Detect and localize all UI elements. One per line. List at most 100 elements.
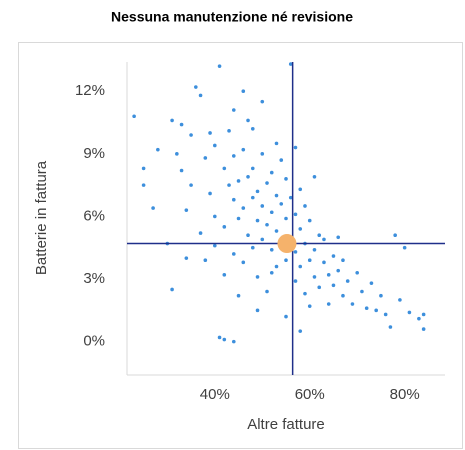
point: [246, 174, 250, 179]
point: [274, 264, 279, 269]
point: [255, 275, 260, 279]
point: [336, 268, 341, 273]
point: [388, 325, 393, 329]
point: [322, 260, 326, 265]
point: [241, 206, 246, 210]
point: [274, 229, 279, 233]
point: [203, 156, 208, 160]
point: [307, 258, 312, 263]
y-tick-label: 9%: [83, 145, 105, 162]
point: [175, 152, 179, 156]
y-tick-label: 6%: [83, 207, 105, 224]
point: [269, 248, 274, 252]
point: [298, 187, 303, 192]
point: [364, 306, 369, 311]
chart-frame: [18, 42, 463, 449]
point: [184, 256, 189, 260]
point: [284, 177, 288, 181]
point: [284, 216, 288, 221]
point: [274, 193, 279, 198]
point: [227, 129, 231, 133]
x-axis-label: Altre fatture: [247, 416, 325, 433]
point: [345, 279, 350, 283]
point: [231, 154, 236, 158]
point: [298, 227, 303, 231]
point: [255, 218, 260, 223]
point: [379, 293, 383, 298]
point: [288, 195, 293, 200]
point: [293, 250, 298, 254]
point: [255, 189, 260, 194]
point: [393, 233, 397, 237]
point: [241, 260, 246, 265]
point: [141, 183, 146, 187]
point: [170, 118, 174, 123]
x-tick-label: 60%: [295, 386, 325, 403]
point: [203, 258, 208, 263]
point: [303, 204, 307, 208]
point: [421, 312, 426, 317]
point: [284, 314, 288, 319]
point: [322, 237, 326, 242]
point: [260, 99, 265, 104]
point: [217, 335, 222, 340]
point: [156, 147, 160, 152]
point: [265, 181, 269, 185]
point: [336, 235, 341, 240]
point: [222, 225, 227, 229]
point: [227, 183, 231, 187]
point: [407, 310, 412, 315]
point: [317, 285, 322, 290]
point: [198, 93, 203, 98]
point: [402, 245, 407, 250]
point: [284, 258, 288, 263]
point: [265, 289, 269, 294]
point: [307, 218, 312, 223]
point: [213, 214, 217, 219]
point: [279, 202, 284, 206]
y-tick-label: 0%: [83, 333, 105, 350]
point: [303, 291, 307, 296]
point: [241, 147, 246, 152]
point: [312, 275, 317, 279]
point: [293, 145, 298, 150]
point: [288, 62, 293, 66]
point: [250, 195, 255, 200]
point: [417, 316, 421, 321]
point: [341, 293, 345, 298]
point: [184, 208, 189, 212]
point: [151, 206, 155, 210]
point: [217, 64, 222, 68]
point: [265, 222, 269, 227]
point: [246, 118, 250, 123]
point: [208, 191, 212, 196]
point: [274, 141, 279, 146]
point: [179, 122, 184, 127]
point: [222, 337, 227, 342]
point: [269, 170, 274, 175]
point: [269, 270, 274, 275]
point: [269, 210, 274, 215]
point: [213, 243, 217, 248]
point: [231, 252, 236, 256]
point: [246, 233, 250, 237]
point: [312, 174, 317, 179]
point: [236, 179, 241, 183]
chart-title: Nessuna manutenzione né revisione: [111, 9, 353, 25]
point: [350, 302, 355, 306]
point: [231, 197, 236, 202]
point: [260, 204, 265, 208]
point: [260, 152, 265, 156]
point: [170, 287, 174, 292]
point: [374, 308, 378, 313]
point: [298, 329, 303, 333]
point: [326, 273, 331, 277]
point: [132, 114, 136, 119]
y-axis-label: Batterie in fattura: [33, 160, 50, 275]
point: [383, 312, 388, 317]
point: [398, 298, 402, 302]
x-tick-label: 40%: [200, 386, 230, 403]
point: [369, 281, 374, 285]
point: [222, 166, 227, 171]
